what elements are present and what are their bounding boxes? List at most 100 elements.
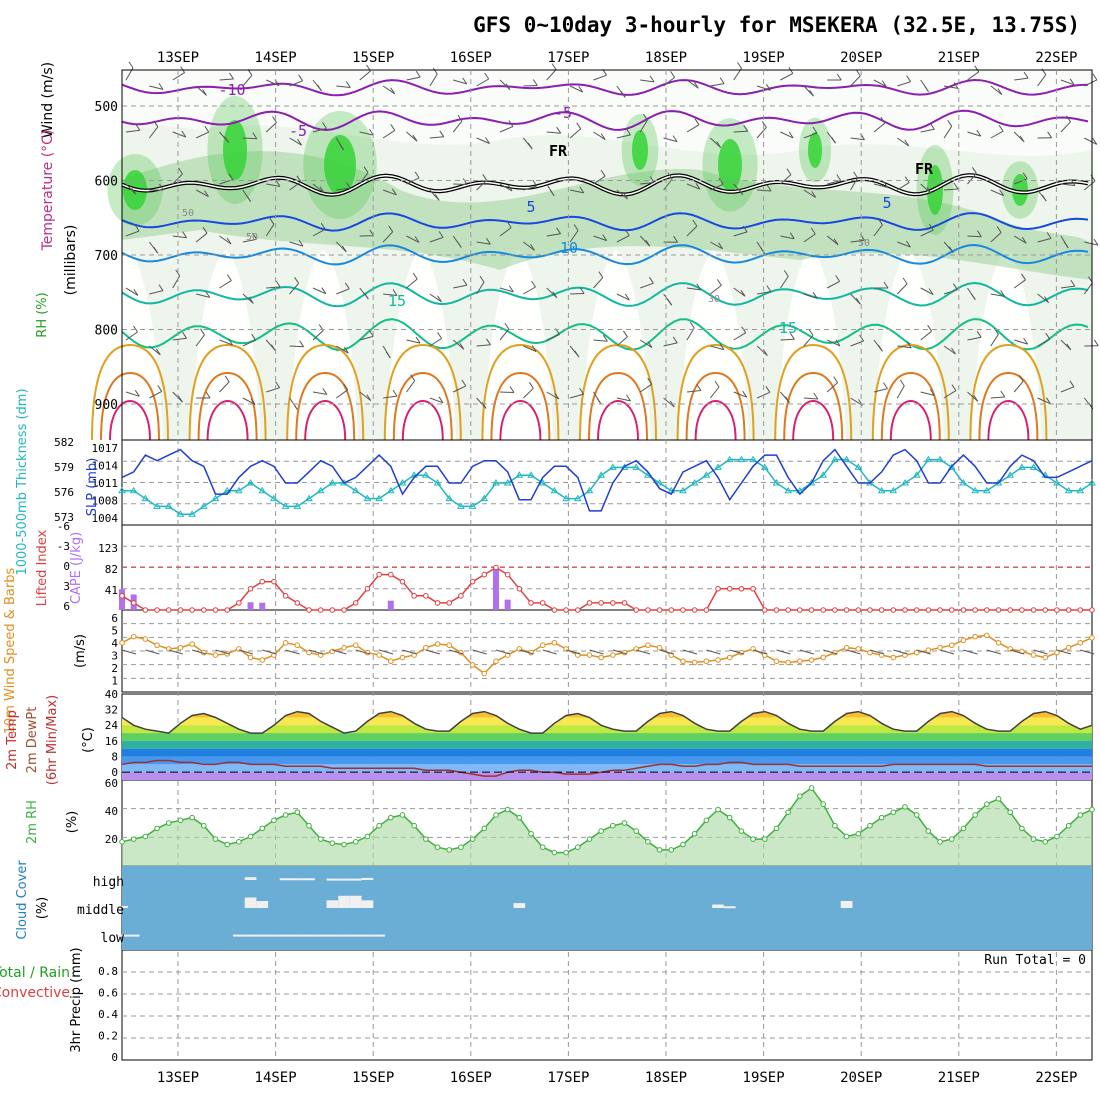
date-label-top: 17SEP <box>547 50 589 66</box>
rh-line-marker <box>738 828 745 834</box>
wind-barb-flag <box>976 331 982 338</box>
wind-barb-flag <box>508 120 514 127</box>
wind-barb-flag <box>224 375 230 383</box>
wind-barb-flag <box>415 336 421 344</box>
wind-barb <box>125 129 140 133</box>
wind-barb-flag <box>689 321 695 329</box>
wind-barb <box>406 278 418 289</box>
wind-barb-flag <box>275 280 281 288</box>
lifted-index-line-marker <box>785 607 791 613</box>
thickness-line-marker <box>538 479 547 486</box>
wind-barb <box>1013 235 1027 244</box>
rh-line-marker <box>387 814 394 821</box>
wind-speed-line-marker <box>539 642 546 649</box>
wind-barb <box>546 334 560 341</box>
wind-speed-line-marker <box>785 659 791 666</box>
wind-barb-flag <box>482 174 488 181</box>
wind-barb <box>990 334 999 347</box>
lifted-index-line-marker <box>142 607 149 613</box>
surface-wind-barb <box>636 649 651 655</box>
wind-barb-flag <box>623 192 629 200</box>
lifted-index-line-marker <box>364 585 371 592</box>
wind-barb-flag <box>642 113 648 121</box>
wind-barb <box>1083 180 1096 191</box>
wind-speed-line-marker <box>598 654 604 661</box>
cloud-cover-bar <box>244 934 257 937</box>
precip-tick-label: 0.2 <box>98 1030 118 1043</box>
wind-barb <box>663 342 678 347</box>
lifted-index-line-marker <box>843 607 850 613</box>
wind-barb <box>219 339 233 346</box>
lifted-index-line-marker <box>516 585 523 592</box>
lifted-index-line-marker <box>902 607 908 613</box>
wind-barb-flag <box>579 387 585 395</box>
wind-speed-line-marker <box>423 644 429 651</box>
rh-line-marker <box>761 836 768 842</box>
wind-barb-flag <box>765 84 771 91</box>
thickness-line-marker <box>597 471 606 478</box>
surface-wind-barb <box>986 649 1001 655</box>
wind-barb-flag <box>363 292 369 300</box>
temp-color-band <box>122 748 1092 757</box>
wind-barb <box>896 385 905 399</box>
rh-line-marker <box>820 801 827 807</box>
thickness-line-marker <box>772 479 781 486</box>
warm-temp-contour <box>889 399 932 441</box>
wind-barb-flag <box>462 278 468 286</box>
surface-wind-barb <box>542 649 557 655</box>
wind-barb-flag <box>412 272 418 280</box>
lifted-index-line-marker <box>726 585 733 592</box>
lifted-index-line-marker <box>329 607 336 613</box>
thickness-line-marker <box>316 486 325 494</box>
wind-barb <box>312 183 325 193</box>
wind-barb-flag <box>299 340 305 347</box>
lifted-index-line-marker <box>177 607 184 613</box>
wind-barb <box>406 76 421 81</box>
thickness-line-marker <box>760 463 769 470</box>
cloud-cover-bar <box>361 877 374 880</box>
wind-barb-flag <box>855 69 861 77</box>
wind-barb <box>546 131 561 134</box>
wind-barb <box>616 189 628 200</box>
wind-barb-flag <box>573 224 579 231</box>
rh-saturated-core <box>808 132 822 168</box>
warm-temp-contour <box>685 371 746 441</box>
thickness-line-marker <box>293 502 302 509</box>
wind-barb <box>1060 121 1071 133</box>
wind-barb-flag <box>877 344 883 352</box>
rh-line-marker <box>306 822 312 829</box>
wind-barb-flag <box>226 274 232 281</box>
wind-barb-flag <box>693 81 699 89</box>
wind-barb <box>499 126 514 133</box>
wind-barb <box>569 85 583 93</box>
li-axis-title: Lifted Index <box>35 529 50 606</box>
wind-speed-line-marker <box>1065 644 1072 651</box>
wind-barb-flag <box>321 287 327 294</box>
wind-barb <box>266 387 280 393</box>
wind-speed-line-marker <box>341 644 347 651</box>
rh-line-marker <box>434 844 441 850</box>
rh2m-unit: (%) <box>65 811 80 834</box>
wind-barb-flag <box>1047 131 1053 139</box>
cloud-cover-bar <box>233 934 245 937</box>
wind-barb <box>686 287 701 291</box>
wind-barb <box>195 85 207 96</box>
wind-barb-flag <box>765 386 771 393</box>
wind-barb <box>523 85 538 87</box>
rh-line-marker <box>1007 809 1013 816</box>
wind-barb <box>873 388 888 393</box>
thickness-line-marker <box>199 502 208 509</box>
wind-barb-flag <box>766 184 772 192</box>
wind-barb <box>266 286 281 289</box>
wind-barb <box>499 183 513 192</box>
wind-barb <box>710 183 724 191</box>
wind-barb-flag <box>205 291 211 298</box>
wind-barb-flag <box>927 324 933 332</box>
wind-barb-flag <box>434 194 440 201</box>
wind-barb-flag <box>647 377 653 385</box>
lifted-index-line-marker <box>434 600 441 606</box>
wind-barb-flag <box>532 179 538 187</box>
warm-temp-contour <box>100 371 160 441</box>
rh-high-region <box>1001 161 1039 219</box>
wind-barb-flag <box>531 345 537 352</box>
